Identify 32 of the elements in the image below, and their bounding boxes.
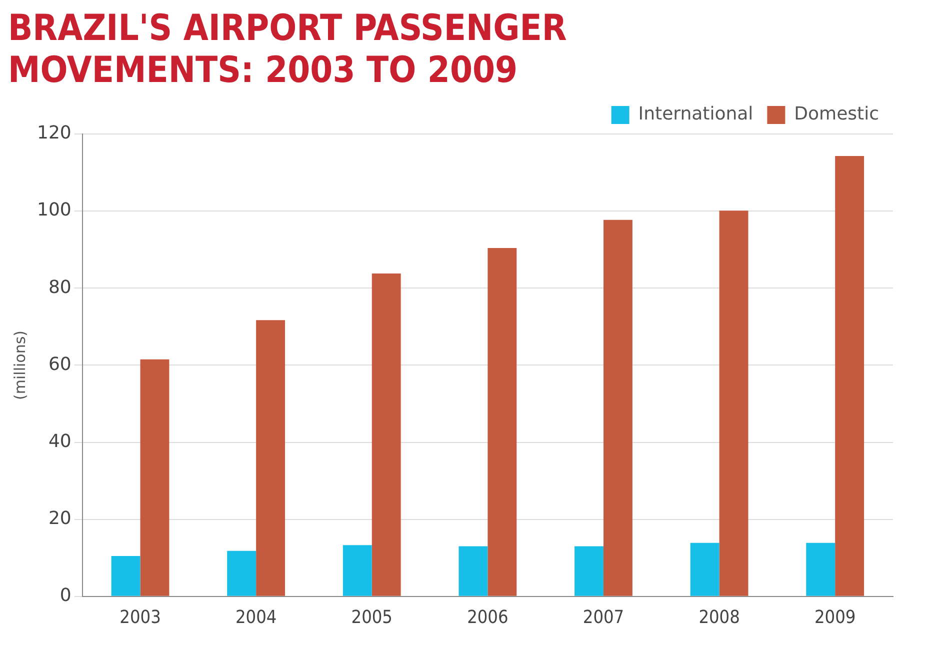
y-tick-label: 100: [36, 200, 72, 221]
bar: [690, 542, 720, 596]
x-tick-label: 2006: [467, 606, 508, 628]
bar: [488, 248, 517, 596]
bar: [806, 542, 836, 596]
bar: [256, 320, 286, 596]
x-tick-label: 2007: [582, 606, 624, 628]
y-tick-label: 40: [48, 430, 72, 452]
x-tick-label: 2004: [235, 606, 277, 628]
bar: [719, 210, 748, 596]
y-tick-label: 60: [48, 354, 72, 375]
bar: [140, 359, 170, 596]
legend-label: Domestic: [794, 104, 880, 125]
x-tick-label: 2009: [814, 606, 856, 628]
bar: [574, 546, 604, 596]
y-tick-label: 0: [60, 585, 72, 606]
bar: [227, 550, 256, 596]
x-tick-label: 2008: [698, 606, 740, 628]
x-tick-label: 2005: [351, 606, 392, 628]
bar: [603, 220, 632, 596]
bar: [372, 273, 401, 596]
y-tick-label: 80: [48, 276, 72, 298]
bar: [342, 545, 372, 596]
bar: [458, 546, 488, 596]
legend-label: International: [638, 104, 754, 125]
x-tick-label: 2003: [120, 606, 161, 628]
bar: [111, 556, 140, 596]
bar: [835, 156, 864, 596]
chart-title: BRAZIL'S AIRPORT PASSENGER MOVEMENTS: 2003 TO 2009: [8, 8, 568, 92]
y-tick-label: 20: [48, 508, 72, 530]
y-axis-title: (millions): [10, 330, 29, 400]
y-tick-label: 120: [36, 122, 72, 144]
